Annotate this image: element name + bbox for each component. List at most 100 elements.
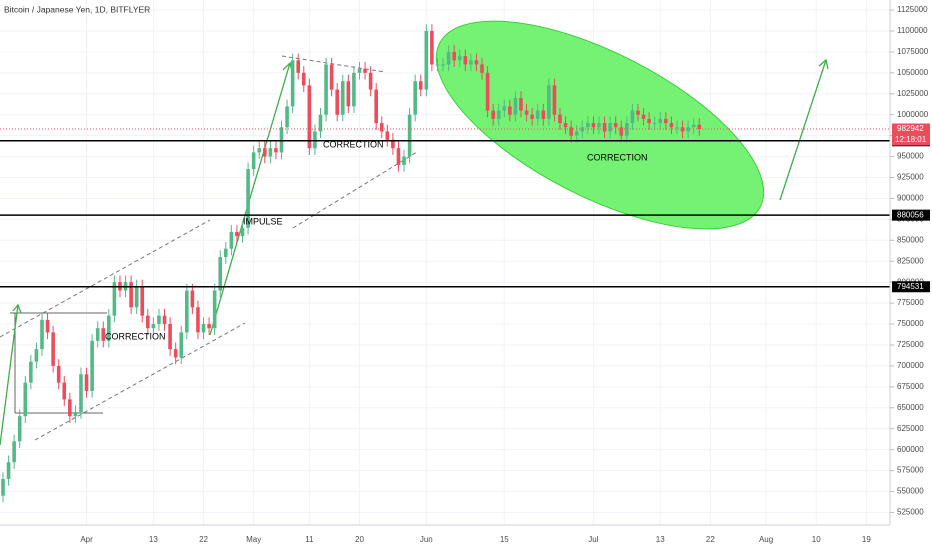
candle-body: [519, 97, 523, 111]
candle-body: [240, 227, 245, 237]
candle-body: [641, 114, 646, 119]
x-tick-label: Jul: [588, 535, 598, 544]
x-tick-label: May: [246, 535, 261, 544]
candle-body: [40, 319, 44, 350]
candle-body: [391, 139, 395, 149]
candle-body: [1, 478, 5, 496]
candle-body: [73, 411, 78, 417]
candle-body: [301, 72, 306, 86]
candle-body: [463, 56, 468, 65]
candle-body: [313, 131, 317, 149]
candle-body: [513, 97, 518, 115]
candle-body: [274, 148, 278, 153]
x-tick-label: 20: [355, 535, 364, 544]
y-tick-label: 950000: [897, 152, 924, 161]
candle-body: [586, 123, 590, 128]
candle-body: [62, 382, 67, 400]
candle-body: [647, 118, 651, 124]
candle-body: [68, 399, 72, 417]
annotation: CORRECTION: [323, 139, 384, 149]
candle-body: [602, 123, 607, 132]
candle-body: [508, 106, 512, 115]
candle-body: [474, 60, 479, 65]
candle-body: [23, 382, 28, 417]
candle-body: [430, 30, 434, 65]
candle-body: [608, 123, 612, 132]
candle-body: [480, 64, 484, 73]
candle-body: [541, 110, 546, 119]
candle-body: [129, 282, 133, 308]
candle-body: [469, 60, 473, 65]
candle-body: [279, 127, 284, 153]
candle-body: [485, 72, 490, 111]
last-price-label: 982942: [897, 124, 924, 133]
x-tick-label: 22: [706, 535, 715, 544]
candle-body: [502, 106, 507, 111]
candle-body: [45, 319, 50, 333]
y-tick-label: 750000: [897, 319, 924, 328]
candle-body: [413, 81, 417, 115]
candle-body: [402, 156, 406, 165]
candle-body: [686, 127, 690, 132]
arrow: [779, 59, 827, 201]
y-tick-label: 775000: [897, 298, 924, 307]
channel-line: [0, 219, 211, 338]
candle-body: [446, 51, 451, 65]
y-tick-label: 825000: [897, 256, 924, 265]
candle-body: [613, 123, 618, 128]
candle-body: [379, 123, 384, 132]
candle-body: [680, 127, 685, 132]
x-tick-label: 15: [500, 535, 509, 544]
candle-body: [563, 123, 568, 128]
candle-body: [107, 315, 111, 341]
y-tick-label: 725000: [897, 340, 924, 349]
candle-body: [179, 332, 184, 358]
price-label: 880056: [897, 210, 924, 219]
overlay: CORRECTION CORRECTION IMPULSE CORRECTION: [0, 128, 890, 341]
candle-body: [625, 123, 629, 136]
candle-body: [535, 110, 540, 119]
candle-body: [368, 72, 373, 90]
candle-body: [190, 290, 195, 308]
y-tick-label: 650000: [897, 403, 924, 412]
candle-body: [235, 231, 239, 237]
candle-body: [196, 307, 200, 333]
y-tick-label: 1125000: [897, 5, 928, 14]
candle-body: [207, 324, 211, 329]
y-tick-label: 1100000: [897, 26, 928, 35]
annotation: CORRECTION: [587, 152, 648, 162]
candle-body: [84, 374, 89, 392]
candle-body: [385, 131, 390, 140]
candle-body: [218, 257, 223, 291]
candle-body: [441, 64, 445, 66]
candle-body: [340, 81, 345, 115]
channel-line: [281, 55, 386, 73]
x-tick-label: 19: [862, 535, 871, 544]
annotation: CORRECTION: [105, 331, 166, 341]
candle-body: [134, 286, 139, 308]
price-label: 794531: [897, 282, 924, 291]
candle-body: [146, 315, 150, 329]
candle-body: [140, 286, 145, 316]
candle-body: [619, 127, 624, 136]
candle-body: [6, 462, 11, 479]
candle-body: [329, 64, 334, 90]
candle-body: [296, 60, 301, 73]
candle-body: [290, 60, 295, 107]
candle-body: [569, 127, 573, 136]
candle-body: [257, 148, 262, 153]
candle-body: [262, 148, 267, 157]
candle-body: [346, 81, 351, 107]
y-tick-label: 925000: [897, 173, 924, 182]
candle-body: [162, 315, 167, 325]
candle-body: [669, 123, 674, 128]
candle-body: [168, 324, 172, 350]
candle-body: [157, 315, 161, 325]
candle-body: [457, 56, 462, 61]
candle-body: [201, 324, 206, 333]
price-label-box: [892, 209, 930, 221]
candle-body: [352, 72, 356, 107]
candle-body: [229, 231, 234, 249]
y-tick-label: 850000: [897, 235, 924, 244]
candle-body: [51, 332, 55, 366]
